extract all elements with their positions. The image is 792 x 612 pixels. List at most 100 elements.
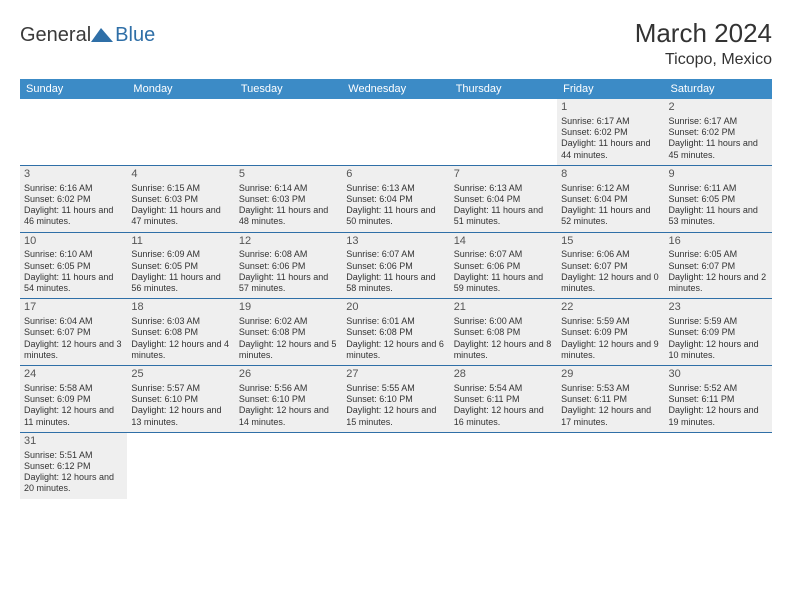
day-number: 5	[239, 168, 338, 182]
day-cell: 17Sunrise: 6:04 AMSunset: 6:07 PMDayligh…	[20, 299, 127, 365]
week-row: 17Sunrise: 6:04 AMSunset: 6:07 PMDayligh…	[20, 299, 772, 366]
sunrise-text: Sunrise: 5:57 AM	[131, 383, 230, 394]
logo-text-1: General	[20, 24, 91, 47]
day-cell: 24Sunrise: 5:58 AMSunset: 6:09 PMDayligh…	[20, 366, 127, 432]
day-number: 11	[131, 235, 230, 249]
weekday-label: Tuesday	[235, 79, 342, 99]
day-cell: 10Sunrise: 6:10 AMSunset: 6:05 PMDayligh…	[20, 233, 127, 299]
sunrise-text: Sunrise: 5:52 AM	[669, 383, 768, 394]
day-number: 3	[24, 168, 123, 182]
sunset-text: Sunset: 6:02 PM	[561, 127, 660, 138]
sunrise-text: Sunrise: 6:10 AM	[24, 249, 123, 260]
day-number: 7	[454, 168, 553, 182]
week-row: 24Sunrise: 5:58 AMSunset: 6:09 PMDayligh…	[20, 366, 772, 433]
day-number: 19	[239, 301, 338, 315]
day-cell-blank	[20, 99, 127, 165]
day-number: 31	[24, 435, 123, 449]
week-row: 1Sunrise: 6:17 AMSunset: 6:02 PMDaylight…	[20, 99, 772, 166]
sunrise-text: Sunrise: 6:12 AM	[561, 183, 660, 194]
sunset-text: Sunset: 6:05 PM	[669, 194, 768, 205]
day-cell: 25Sunrise: 5:57 AMSunset: 6:10 PMDayligh…	[127, 366, 234, 432]
day-number: 10	[24, 235, 123, 249]
sunset-text: Sunset: 6:10 PM	[346, 394, 445, 405]
weekday-label: Friday	[557, 79, 664, 99]
sunrise-text: Sunrise: 6:02 AM	[239, 316, 338, 327]
sunset-text: Sunset: 6:11 PM	[561, 394, 660, 405]
sunrise-text: Sunrise: 5:53 AM	[561, 383, 660, 394]
day-cell: 29Sunrise: 5:53 AMSunset: 6:11 PMDayligh…	[557, 366, 664, 432]
day-number: 9	[669, 168, 768, 182]
day-cell: 30Sunrise: 5:52 AMSunset: 6:11 PMDayligh…	[665, 366, 772, 432]
sunset-text: Sunset: 6:12 PM	[24, 461, 123, 472]
weekday-label: Thursday	[450, 79, 557, 99]
sunset-text: Sunset: 6:09 PM	[561, 327, 660, 338]
day-number: 17	[24, 301, 123, 315]
day-cell-blank	[342, 99, 449, 165]
sunset-text: Sunset: 6:05 PM	[24, 261, 123, 272]
sunrise-text: Sunrise: 6:06 AM	[561, 249, 660, 260]
day-number: 12	[239, 235, 338, 249]
daylight-text: Daylight: 11 hours and 50 minutes.	[346, 205, 445, 228]
sunrise-text: Sunrise: 6:14 AM	[239, 183, 338, 194]
daylight-text: Daylight: 12 hours and 0 minutes.	[561, 272, 660, 295]
sunset-text: Sunset: 6:05 PM	[131, 261, 230, 272]
sunrise-text: Sunrise: 5:51 AM	[24, 450, 123, 461]
sunset-text: Sunset: 6:02 PM	[24, 194, 123, 205]
day-cell: 1Sunrise: 6:17 AMSunset: 6:02 PMDaylight…	[557, 99, 664, 165]
sunrise-text: Sunrise: 5:59 AM	[561, 316, 660, 327]
daylight-text: Daylight: 12 hours and 9 minutes.	[561, 339, 660, 362]
sunrise-text: Sunrise: 6:17 AM	[669, 116, 768, 127]
sunset-text: Sunset: 6:09 PM	[24, 394, 123, 405]
day-number: 1	[561, 101, 660, 115]
day-cell: 26Sunrise: 5:56 AMSunset: 6:10 PMDayligh…	[235, 366, 342, 432]
sunset-text: Sunset: 6:08 PM	[239, 327, 338, 338]
day-number: 18	[131, 301, 230, 315]
day-cell: 15Sunrise: 6:06 AMSunset: 6:07 PMDayligh…	[557, 233, 664, 299]
daylight-text: Daylight: 11 hours and 52 minutes.	[561, 205, 660, 228]
day-cell-blank	[450, 99, 557, 165]
day-cell: 11Sunrise: 6:09 AMSunset: 6:05 PMDayligh…	[127, 233, 234, 299]
weekday-header: SundayMondayTuesdayWednesdayThursdayFrid…	[20, 79, 772, 99]
day-cell: 4Sunrise: 6:15 AMSunset: 6:03 PMDaylight…	[127, 166, 234, 232]
sunrise-text: Sunrise: 6:16 AM	[24, 183, 123, 194]
sunrise-text: Sunrise: 6:04 AM	[24, 316, 123, 327]
sunrise-text: Sunrise: 6:01 AM	[346, 316, 445, 327]
sunrise-text: Sunrise: 5:59 AM	[669, 316, 768, 327]
sunrise-text: Sunrise: 6:00 AM	[454, 316, 553, 327]
daylight-text: Daylight: 12 hours and 6 minutes.	[346, 339, 445, 362]
sunset-text: Sunset: 6:07 PM	[669, 261, 768, 272]
day-number: 22	[561, 301, 660, 315]
sunset-text: Sunset: 6:06 PM	[346, 261, 445, 272]
day-number: 24	[24, 368, 123, 382]
day-number: 2	[669, 101, 768, 115]
day-cell: 8Sunrise: 6:12 AMSunset: 6:04 PMDaylight…	[557, 166, 664, 232]
day-cell: 13Sunrise: 6:07 AMSunset: 6:06 PMDayligh…	[342, 233, 449, 299]
sunrise-text: Sunrise: 6:05 AM	[669, 249, 768, 260]
sunset-text: Sunset: 6:11 PM	[669, 394, 768, 405]
daylight-text: Daylight: 11 hours and 57 minutes.	[239, 272, 338, 295]
daylight-text: Daylight: 11 hours and 53 minutes.	[669, 205, 768, 228]
month-title: March 2024	[635, 18, 772, 49]
day-cell: 3Sunrise: 6:16 AMSunset: 6:02 PMDaylight…	[20, 166, 127, 232]
sunrise-text: Sunrise: 6:09 AM	[131, 249, 230, 260]
daylight-text: Daylight: 12 hours and 11 minutes.	[24, 405, 123, 428]
day-cell: 18Sunrise: 6:03 AMSunset: 6:08 PMDayligh…	[127, 299, 234, 365]
sunset-text: Sunset: 6:06 PM	[454, 261, 553, 272]
sunrise-text: Sunrise: 5:54 AM	[454, 383, 553, 394]
sunrise-text: Sunrise: 6:11 AM	[669, 183, 768, 194]
day-cell: 21Sunrise: 6:00 AMSunset: 6:08 PMDayligh…	[450, 299, 557, 365]
daylight-text: Daylight: 12 hours and 14 minutes.	[239, 405, 338, 428]
sunset-text: Sunset: 6:06 PM	[239, 261, 338, 272]
day-cell: 23Sunrise: 5:59 AMSunset: 6:09 PMDayligh…	[665, 299, 772, 365]
daylight-text: Daylight: 11 hours and 45 minutes.	[669, 138, 768, 161]
sunset-text: Sunset: 6:08 PM	[346, 327, 445, 338]
daylight-text: Daylight: 12 hours and 15 minutes.	[346, 405, 445, 428]
sunrise-text: Sunrise: 6:17 AM	[561, 116, 660, 127]
daylight-text: Daylight: 11 hours and 54 minutes.	[24, 272, 123, 295]
day-number: 30	[669, 368, 768, 382]
sunrise-text: Sunrise: 5:58 AM	[24, 383, 123, 394]
day-cell-blank	[127, 99, 234, 165]
sunset-text: Sunset: 6:02 PM	[669, 127, 768, 138]
day-cell-blank	[342, 433, 449, 499]
day-cell: 5Sunrise: 6:14 AMSunset: 6:03 PMDaylight…	[235, 166, 342, 232]
